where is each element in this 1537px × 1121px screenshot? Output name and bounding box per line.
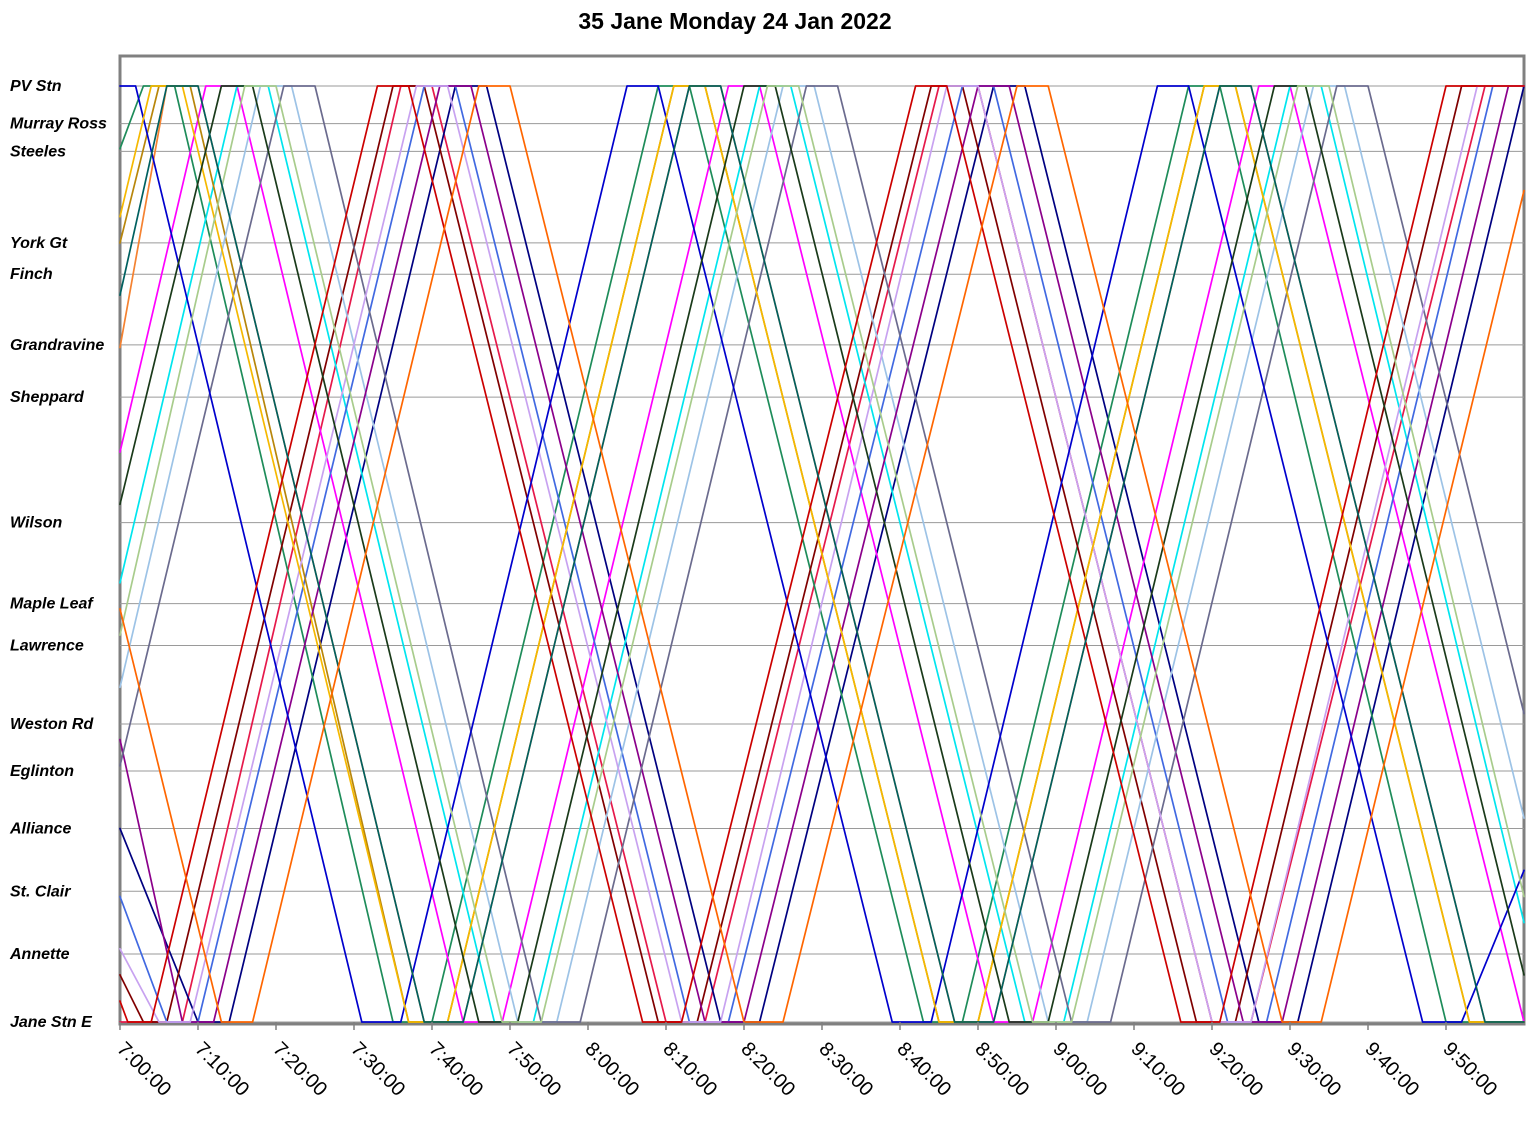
x-tick-label: 9:30:00	[1282, 1038, 1345, 1101]
x-tick-label: 7:30:00	[346, 1038, 409, 1101]
x-tick-label: 7:50:00	[502, 1038, 565, 1101]
stop-label: Lawrence	[10, 638, 84, 655]
trip-line	[119, 85, 1525, 1023]
trip-line	[119, 85, 1525, 1023]
x-tick-label: 7:10:00	[190, 1038, 253, 1101]
x-tick-label: 8:00:00	[580, 1038, 643, 1101]
stop-label: Maple Leaf	[10, 596, 94, 613]
x-tick-label: 7:40:00	[424, 1038, 487, 1101]
stop-label: Wilson	[10, 515, 63, 532]
x-tick-label: 9:50:00	[1438, 1038, 1501, 1101]
x-tick-label: 8:10:00	[658, 1038, 721, 1101]
trip-line	[119, 85, 1525, 1023]
x-tick-label: 8:50:00	[970, 1038, 1033, 1101]
stop-label: PV Stn	[10, 78, 62, 95]
trip-line	[119, 85, 1525, 1023]
trip-line	[119, 85, 1525, 1023]
x-tick-label: 9:10:00	[1126, 1038, 1189, 1101]
trip-line	[119, 85, 1525, 1023]
x-tick-label: 8:40:00	[892, 1038, 955, 1101]
stop-label: Steeles	[10, 143, 66, 160]
x-tick-label: 7:00:00	[112, 1038, 175, 1101]
stop-label: Grandravine	[10, 337, 104, 354]
stop-label: York Gt	[10, 235, 68, 252]
stop-label: Finch	[10, 266, 53, 283]
x-tick-label: 9:40:00	[1360, 1038, 1423, 1101]
x-tick-label: 8:30:00	[814, 1038, 877, 1101]
x-tick-label: 8:20:00	[736, 1038, 799, 1101]
stop-labels: PV Stn Murray Ross Steeles York Gt Finch Gran…	[9, 78, 107, 1031]
x-tick-label: 9:20:00	[1204, 1038, 1267, 1101]
trip-lines	[119, 85, 1525, 1023]
x-tick-label: 7:20:00	[268, 1038, 331, 1101]
stop-label: St. Clair	[10, 883, 71, 900]
stop-label: Sheppard	[10, 389, 85, 406]
stop-label: Jane Stn E	[10, 1014, 93, 1031]
trip-line	[119, 85, 1525, 1023]
stop-label: Annette	[9, 946, 70, 963]
stop-label: Weston Rd	[10, 716, 94, 733]
chart-title: 35 Jane Monday 24 Jan 2022	[578, 8, 891, 34]
stop-label: Murray Ross	[10, 116, 107, 133]
stop-label: Alliance	[9, 821, 71, 838]
time-axis: 7:00:00 7:10:00 7:20:00 7:30:00 7:40:00 7:50:…	[112, 1022, 1501, 1101]
x-tick-label: 9:00:00	[1048, 1038, 1111, 1101]
stop-label: Eglinton	[10, 763, 74, 780]
